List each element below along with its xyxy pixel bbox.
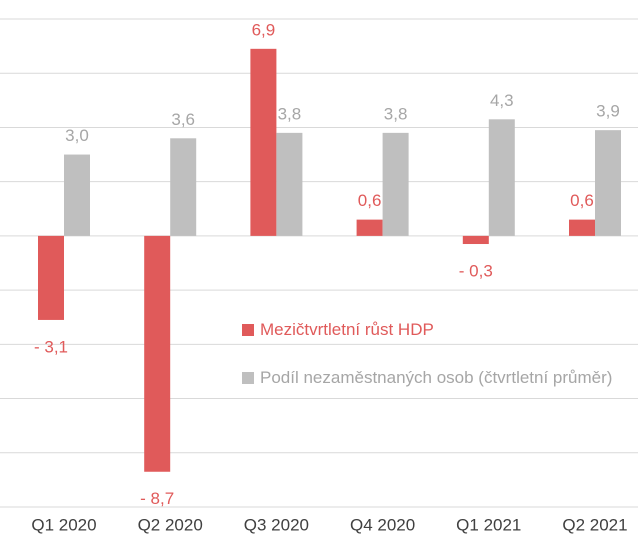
bar — [356, 219, 383, 236]
data-label: - 3,1 — [34, 337, 68, 356]
legend-label: Podíl nezaměstnaných osob (čtvrtletní pr… — [260, 368, 613, 387]
legend-item: Podíl nezaměstnaných osob (čtvrtletní pr… — [242, 362, 638, 393]
legend-label: Mezičtvrtletní růst HDP — [260, 320, 434, 339]
x-tick-label: Q1 2020 — [31, 515, 96, 534]
bar — [462, 235, 489, 245]
data-label: 3,8 — [278, 104, 302, 123]
data-label: 0,6 — [358, 191, 382, 210]
x-tick-label: Q3 2020 — [244, 515, 309, 534]
x-tick-label: Q2 2020 — [138, 515, 203, 534]
data-label: 6,9 — [252, 20, 276, 39]
data-label: - 0,3 — [459, 262, 493, 281]
x-tick-label: Q1 2021 — [456, 515, 521, 534]
bar — [569, 219, 595, 236]
data-label: 3,0 — [65, 126, 89, 145]
bar — [382, 132, 409, 236]
data-label: 3,9 — [596, 102, 620, 121]
bar — [488, 119, 515, 236]
bar — [250, 48, 277, 236]
data-label: 3,6 — [171, 110, 195, 129]
bar — [38, 235, 64, 320]
data-label: 0,6 — [570, 191, 594, 210]
legend-swatch — [242, 324, 254, 336]
x-tick-label: Q2 2021 — [562, 515, 627, 534]
data-label: 4,3 — [490, 91, 514, 110]
bar — [595, 130, 621, 236]
legend: Mezičtvrtletní růst HDP Podíl nezaměstnan… — [242, 314, 638, 410]
x-tick-label: Q4 2020 — [350, 515, 415, 534]
legend-item: Mezičtvrtletní růst HDP — [242, 314, 638, 345]
bar — [170, 138, 197, 236]
bar — [276, 132, 303, 236]
legend-swatch — [242, 372, 254, 384]
data-label: - 8,7 — [140, 489, 174, 508]
bar — [144, 235, 171, 472]
data-label: 3,8 — [384, 104, 408, 123]
bar — [64, 154, 90, 236]
